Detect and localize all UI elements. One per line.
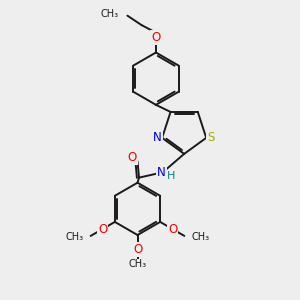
Text: CH₃: CH₃ bbox=[192, 232, 210, 242]
Text: H: H bbox=[167, 172, 175, 182]
Text: O: O bbox=[168, 223, 177, 236]
Text: N: N bbox=[157, 166, 166, 179]
Text: S: S bbox=[207, 131, 215, 144]
Text: CH₃: CH₃ bbox=[128, 260, 147, 269]
Text: O: O bbox=[128, 151, 137, 164]
Text: O: O bbox=[98, 223, 107, 236]
Text: N: N bbox=[153, 131, 162, 144]
Text: O: O bbox=[151, 31, 160, 44]
Text: CH₃: CH₃ bbox=[65, 232, 83, 242]
Text: CH₃: CH₃ bbox=[101, 9, 119, 19]
Text: O: O bbox=[133, 243, 142, 256]
